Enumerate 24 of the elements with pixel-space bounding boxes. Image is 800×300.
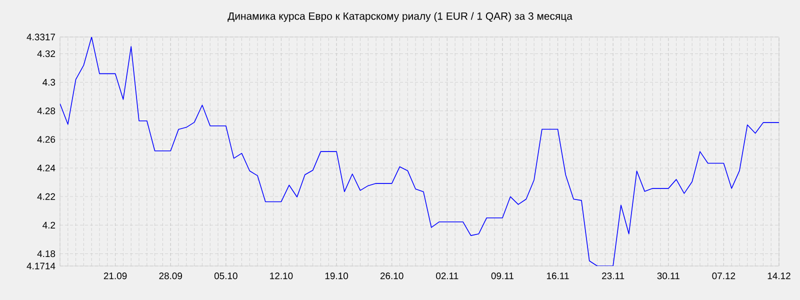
x-tick-label: 23.11 bbox=[602, 272, 624, 280]
y-tick-label: 4.32 bbox=[37, 50, 56, 58]
y-tick-label: 4.3 bbox=[42, 78, 56, 86]
y-tick-label: 4.28 bbox=[37, 108, 56, 114]
x-tick-label: 26.10 bbox=[380, 272, 404, 280]
x-tick-label: 05.10 bbox=[214, 272, 238, 280]
y-tick-label: 4.18 bbox=[37, 250, 56, 258]
x-tick-label: 12.10 bbox=[270, 272, 293, 280]
y-tick-label: 4.24 bbox=[37, 164, 56, 172]
x-tick-label: 16.11 bbox=[547, 272, 569, 280]
x-tick-label: 28.09 bbox=[159, 272, 182, 280]
y-tick-label: 4.1714 bbox=[26, 262, 56, 270]
y-tick-label: 4.22 bbox=[37, 193, 56, 200]
y-tick-label: 4.3317 bbox=[26, 34, 56, 40]
y-tick-label: 4.2 bbox=[42, 222, 56, 228]
chart-title: Динамика курса Евро к Катарскому риалу (1 EUR / 1 QAR) за 3 месяца bbox=[228, 12, 572, 22]
x-tick-label: 19.10 bbox=[325, 272, 348, 280]
y-tick-label: 4.26 bbox=[37, 136, 56, 143]
x-tick-label: 30.11 bbox=[657, 272, 680, 280]
x-tick-label: 02.11 bbox=[436, 272, 458, 280]
x-tick-label: 21.09 bbox=[104, 272, 127, 280]
x-tick-label: 14.12 bbox=[768, 272, 790, 280]
x-tick-label: 07.12 bbox=[712, 272, 736, 280]
x-tick-label: 09.11 bbox=[491, 272, 514, 280]
